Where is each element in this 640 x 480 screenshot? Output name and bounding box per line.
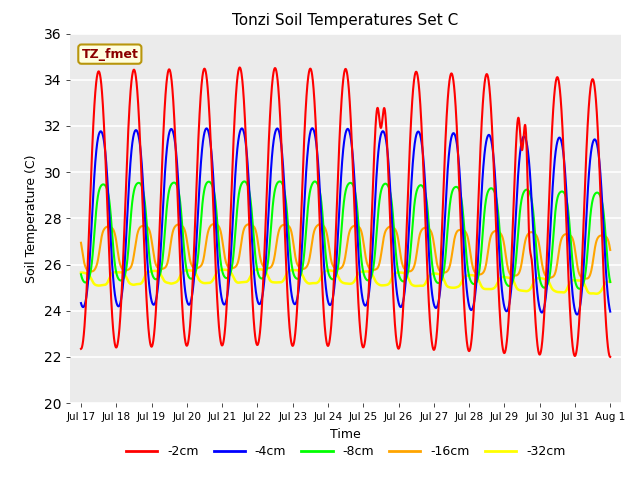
Text: TZ_fmet: TZ_fmet xyxy=(81,48,138,60)
X-axis label: Time: Time xyxy=(330,428,361,441)
Y-axis label: Soil Temperature (C): Soil Temperature (C) xyxy=(25,154,38,283)
Title: Tonzi Soil Temperatures Set C: Tonzi Soil Temperatures Set C xyxy=(232,13,459,28)
Legend: -2cm, -4cm, -8cm, -16cm, -32cm: -2cm, -4cm, -8cm, -16cm, -32cm xyxy=(121,441,570,464)
